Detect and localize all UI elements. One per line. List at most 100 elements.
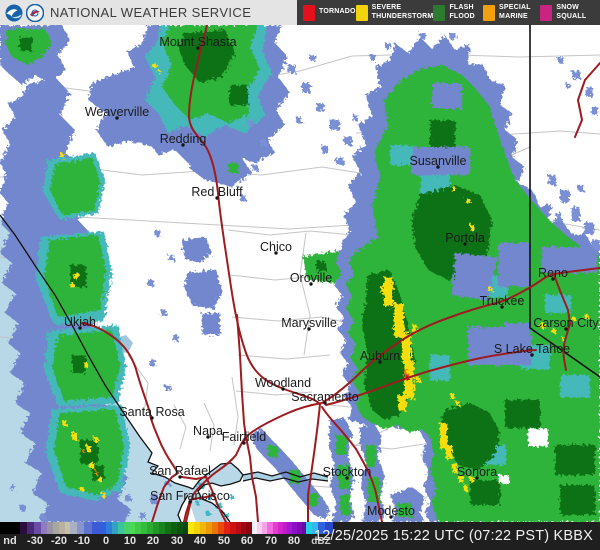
colorbar-segment (47, 522, 53, 534)
alert-label: SPECIAL MARINE (499, 4, 531, 20)
colorbar-segment (165, 522, 171, 534)
colorbar-tick-label: -30 (27, 535, 43, 547)
coastline (0, 214, 329, 522)
city-marker: Napa (193, 424, 223, 439)
city-label: Stockton (323, 465, 372, 479)
colorbar-segment (218, 522, 224, 534)
colorbar-segment (27, 522, 34, 534)
colorbar-segment (147, 522, 153, 534)
alert-color-swatch (433, 4, 446, 21)
colorbar-segment (106, 522, 112, 534)
city-label: Marysville (281, 316, 337, 330)
colorbar-segment (92, 522, 99, 534)
colorbar-segment (153, 522, 159, 534)
city-label: San Francisco (150, 489, 230, 503)
city-marker: San Francisco (150, 489, 230, 504)
colorbar-tick-label: nd (3, 535, 17, 547)
colorbar-tick-label: 20 (146, 535, 160, 547)
nws-brand-link[interactable]: NATIONAL WEATHER SERVICE (0, 0, 297, 25)
colorbar-segment (124, 522, 130, 534)
city-dot (274, 251, 278, 255)
city-label: Red Bluff (191, 185, 243, 199)
alert-legend-item: SNOW SQUALL (540, 4, 592, 21)
colorbar-segment (287, 522, 292, 534)
alert-legend-item: TORNADO (303, 4, 356, 21)
city-dot (281, 387, 285, 391)
alert-label: FLASH FLOOD (449, 4, 475, 20)
colorbar-segment (241, 522, 246, 534)
city-marker: Reno (538, 266, 568, 281)
city-label: Weaverville (85, 105, 149, 119)
alert-color-swatch (355, 4, 368, 21)
city-label: Napa (193, 424, 223, 438)
colorbar-segment (59, 522, 65, 534)
colorbar-tick-label: 70 (264, 535, 278, 547)
colorbar-segment (236, 522, 241, 534)
colorbar-tick-label: 0 (102, 535, 110, 547)
colorbar-segment (306, 522, 312, 534)
city-marker: Sacramento (291, 390, 359, 405)
alert-label: SNOW SQUALL (556, 4, 587, 20)
city-marker: Marysville (281, 316, 337, 331)
colorbar-segment (0, 522, 20, 534)
city-dot (323, 401, 327, 405)
city-label: Fairfield (222, 430, 267, 444)
city-label: Modesto (367, 504, 415, 518)
city-marker: Sonora (457, 465, 497, 480)
colorbar-segment (112, 522, 118, 534)
city-label: Santa Rosa (119, 405, 184, 419)
colorbar-segment (200, 522, 206, 534)
colorbar-segment (257, 522, 262, 534)
colorbar-segment (53, 522, 59, 534)
city-marker: Carson City (533, 316, 599, 331)
city-label: Susanville (410, 154, 467, 168)
colorbar-segment (135, 522, 141, 534)
city-marker: Susanville (410, 154, 467, 169)
city-dot (389, 515, 393, 519)
colorbar-segment (267, 522, 273, 534)
colorbar-segment (297, 522, 302, 534)
highways (81, 25, 600, 522)
city-dot (475, 476, 479, 480)
radar-echoes (0, 25, 600, 522)
city-dot (115, 116, 119, 120)
colorbar-segment (283, 522, 287, 534)
colorbar-segment (159, 522, 165, 534)
colorbar-segment (99, 522, 106, 534)
colorbar-segment (183, 522, 188, 534)
colorbar-segment (212, 522, 218, 534)
city-marker: Fairfield (222, 430, 267, 445)
alert-label: TORNADO (319, 8, 356, 16)
colorbar-segment (171, 522, 177, 534)
city-dot (378, 360, 382, 364)
colorbar-segment (188, 522, 194, 534)
colorbar-segment (177, 522, 183, 534)
city-label: Oroville (290, 271, 332, 285)
city-dot (463, 242, 467, 246)
alert-legend-item: SPECIAL MARINE (483, 4, 540, 21)
city-dot (307, 327, 311, 331)
city-dot (178, 475, 182, 479)
city-label: Sonora (457, 465, 497, 479)
radar-map[interactable]: Mount Shasta Weaverville Redding Red Bluff S… (0, 25, 600, 522)
colorbar-tick-label: -20 (51, 535, 67, 547)
colorbar-segment (230, 522, 236, 534)
city-label: Reno (538, 266, 568, 280)
city-label: Carson City (533, 316, 599, 330)
city-label: Truckee (480, 294, 525, 308)
colorbar-segment (278, 522, 283, 534)
city-dot (181, 143, 185, 147)
city-marker: Weaverville (85, 105, 149, 120)
colorbar-segment (130, 522, 135, 534)
colorbar-segment (141, 522, 147, 534)
colorbar-segment (252, 522, 257, 534)
city-label: Chico (260, 240, 292, 254)
colorbar-segment (194, 522, 200, 534)
city-dot (196, 46, 200, 50)
colorbar-segment (41, 522, 47, 534)
colorbar-segment (84, 522, 92, 534)
alerts-legend: TORNADO SEVERE THUNDERSTORM FLASH FLOOD SPE… (297, 0, 600, 25)
city-marker: Mount Shasta (159, 35, 237, 50)
nws-logo-icon (26, 3, 44, 22)
